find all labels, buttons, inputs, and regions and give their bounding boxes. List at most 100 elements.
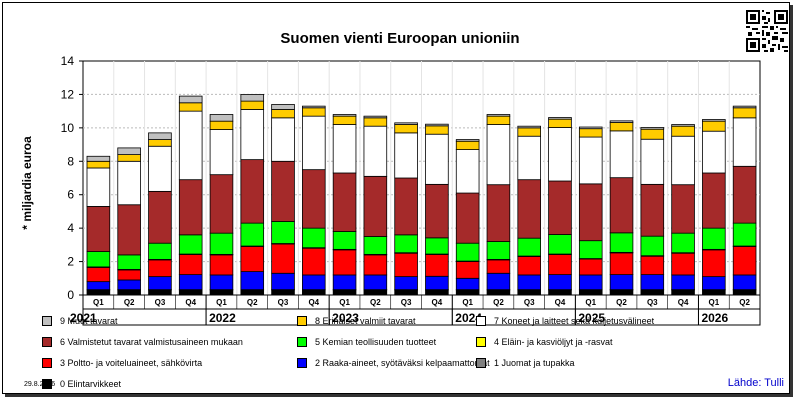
bar-segment-series-7-cat-9 [363, 125, 388, 177]
bar-segment-series-7-cat-21 [732, 117, 757, 167]
bar-segment-series-3-cat-20 [702, 249, 726, 278]
bar-segment-series-9-cat-19 [671, 124, 695, 127]
bar-segment-series-3-cat-6 [271, 243, 295, 274]
legend-swatch [297, 316, 307, 326]
bar-segment-series-0-cat-9 [363, 289, 388, 296]
bar-segment-series-0-cat-0 [86, 289, 111, 296]
bar-segment-series-7-cat-5 [240, 109, 265, 161]
chart-title: Suomen vienti Euroopan unioniin [280, 30, 520, 47]
bar-segment-series-9-cat-0 [86, 155, 111, 162]
x-tick-label: Q4 [555, 298, 566, 307]
bar-segment-series-2-cat-15 [548, 274, 572, 291]
bar-segment-series-8-cat-3 [178, 102, 203, 112]
bar-segment-series-5-cat-18 [640, 235, 665, 257]
bar-segment-series-2-cat-21 [732, 274, 757, 291]
bar-segment-series-7-cat-3 [178, 110, 203, 181]
x-tick-label: Q1 [709, 298, 720, 307]
bar-segment-series-6-cat-13 [486, 184, 511, 242]
y-tick-label: 6 [67, 188, 74, 202]
bar-segment-series-0-cat-1 [117, 289, 141, 296]
bar-segment-series-9-cat-1 [117, 147, 141, 156]
bar-segment-series-2-cat-1 [117, 279, 141, 291]
bar-segment-series-8-cat-1 [117, 154, 141, 162]
y-tick-label: 2 [67, 255, 74, 269]
bar-segment-series-7-cat-16 [578, 136, 603, 185]
bar-segment-series-6-cat-2 [148, 190, 172, 244]
bar-segment-series-3-cat-0 [86, 267, 111, 283]
source-label: Lähde: Tulli [727, 377, 784, 389]
bar-segment-series-3-cat-7 [302, 247, 326, 276]
bar-segment-series-5-cat-2 [148, 242, 172, 260]
date-stamp: 29.8.2026 [24, 381, 56, 388]
bar-segment-series-7-cat-4 [209, 129, 234, 176]
bar-segment-series-5-cat-10 [394, 234, 418, 254]
bar-segment-series-3-cat-18 [640, 255, 665, 276]
bar-segment-series-2-cat-20 [702, 276, 726, 291]
bar-segment-series-6-cat-20 [702, 172, 726, 229]
bar-segment-series-3-cat-10 [394, 252, 418, 278]
bar-segment-series-2-cat-4 [209, 274, 234, 291]
year-label: 2025 [578, 311, 605, 325]
bar-segment-series-3-cat-16 [578, 258, 603, 276]
bar-segment-series-6-cat-15 [548, 180, 572, 235]
bar-segment-series-9-cat-21 [732, 105, 757, 109]
bar-segment-series-7-cat-0 [86, 167, 111, 207]
x-tick-label: Q4 [678, 298, 689, 307]
bar-segment-series-3-cat-8 [332, 249, 357, 276]
legend-swatch [297, 358, 307, 368]
bar-segment-series-7-cat-1 [117, 160, 141, 206]
bar-segment-series-2-cat-14 [517, 274, 541, 291]
bar-segment-series-3-cat-9 [363, 254, 388, 276]
x-tick-label: Q2 [493, 298, 504, 307]
bar-segment-series-7-cat-14 [517, 135, 541, 181]
legend-swatch [476, 316, 486, 326]
bar-segment-series-9-cat-4 [209, 114, 234, 122]
bar-segment-series-7-cat-17 [609, 130, 634, 179]
bar-segment-series-2-cat-17 [609, 274, 634, 291]
legend-swatch [297, 337, 307, 347]
legend-swatch [476, 337, 486, 347]
year-label: 2026 [701, 311, 728, 325]
bar-segment-series-7-cat-11 [425, 133, 449, 185]
bar-segment-series-8-cat-13 [486, 115, 511, 125]
year-label: 2021 [70, 311, 97, 325]
bar-segment-series-8-cat-14 [517, 127, 541, 137]
y-tick-label: 12 [61, 87, 75, 101]
bar-segment-series-2-cat-12 [455, 277, 480, 291]
x-tick-label: Q3 [524, 298, 535, 307]
bar-segment-series-8-cat-9 [363, 117, 388, 127]
y-tick-label: 4 [67, 221, 74, 235]
bar-segment-series-9-cat-11 [425, 123, 449, 127]
legend-label: 0 Elintarvikkeet [60, 379, 122, 389]
bar-segment-series-7-cat-12 [455, 149, 480, 194]
bar-segment-series-6-cat-7 [302, 169, 326, 229]
legend-label: 7 Koneet ja laitteet sekä kuljetusväline… [494, 316, 655, 326]
bar-segment-series-9-cat-7 [302, 105, 326, 109]
bar-segment-series-5-cat-20 [702, 227, 726, 250]
bar-segment-series-0-cat-17 [609, 289, 634, 296]
bar-segment-series-3-cat-4 [209, 254, 234, 276]
y-tick-label: 10 [61, 121, 75, 135]
bar-segment-series-7-cat-15 [548, 127, 572, 182]
x-tick-label: Q4 [308, 298, 319, 307]
bar-segment-series-0-cat-6 [271, 289, 295, 296]
x-tick-label: Q4 [432, 298, 443, 307]
bar-segment-series-7-cat-19 [671, 135, 695, 186]
bar-segment-series-2-cat-11 [425, 275, 449, 291]
bar-segment-series-0-cat-5 [240, 289, 265, 296]
bar-segment-series-0-cat-7 [302, 289, 326, 296]
bar-segment-series-5-cat-14 [517, 237, 541, 257]
bar-segment-series-7-cat-6 [271, 117, 295, 162]
bar-segment-series-7-cat-10 [394, 132, 418, 179]
x-tick-label: Q1 [339, 298, 350, 307]
bar-segment-series-9-cat-18 [640, 127, 665, 130]
x-tick-label: Q1 [462, 298, 473, 307]
x-tick-label: Q3 [278, 298, 289, 307]
bar-segment-series-8-cat-10 [394, 124, 418, 134]
x-tick-label: Q1 [93, 298, 104, 307]
bar-segment-series-9-cat-17 [609, 120, 634, 123]
bar-segment-series-9-cat-16 [578, 126, 603, 130]
legend-label: 5 Kemian teollisuuden tuotteet [315, 337, 437, 347]
legend-label: 1 Juomat ja tupakka [494, 358, 575, 368]
bar-segment-series-9-cat-14 [517, 125, 541, 129]
